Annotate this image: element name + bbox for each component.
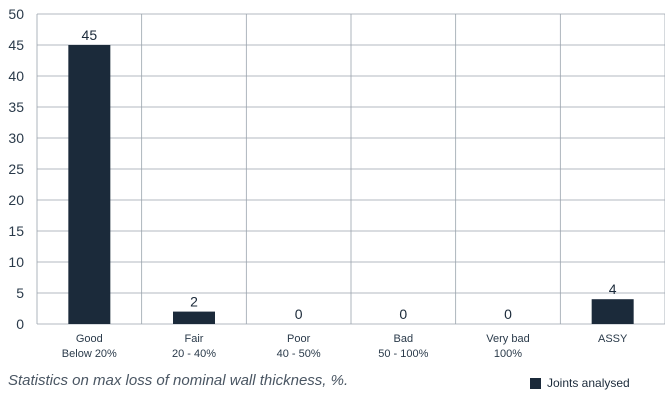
y-tick-label: 20 xyxy=(8,192,24,208)
x-tick-label: Good xyxy=(76,333,103,345)
bar xyxy=(591,299,634,324)
data-label: 0 xyxy=(295,306,303,322)
x-tick-label: 40 - 50% xyxy=(277,348,321,360)
y-tick-label: 50 xyxy=(8,6,24,22)
y-tick-label: 35 xyxy=(8,99,24,115)
y-tick-label: 0 xyxy=(16,316,24,332)
y-tick-label: 15 xyxy=(8,223,24,239)
x-axis-labels: Good Below 20% Fair 20 - 40% Poor 40 - 50% Bad… xyxy=(62,333,628,360)
x-tick-label: 20 - 40% xyxy=(172,348,216,360)
data-label: 4 xyxy=(609,281,617,297)
y-tick-label: 10 xyxy=(8,254,24,270)
legend-swatch xyxy=(530,377,541,389)
y-tick-label: 25 xyxy=(8,161,24,177)
x-tick-label: ASSY xyxy=(598,333,628,345)
x-tick-label: Below 20% xyxy=(62,348,117,360)
y-axis-ticks: 0 5 10 15 20 25 30 35 40 45 50 xyxy=(8,6,24,332)
legend: Joints analysed xyxy=(530,376,630,390)
bar xyxy=(68,45,111,324)
x-tick-label: Fair xyxy=(185,333,204,345)
bar xyxy=(173,311,215,324)
bars: 45 2 0 0 0 4 xyxy=(68,27,634,324)
data-label: 0 xyxy=(504,306,512,322)
chart-caption: Statistics on max loss of nominal wall t… xyxy=(8,372,349,389)
x-tick-label: 50 - 100% xyxy=(378,348,428,360)
x-tick-label: Very bad xyxy=(486,333,529,345)
y-tick-label: 40 xyxy=(8,68,24,84)
data-label: 2 xyxy=(190,294,198,310)
legend-label: Joints analysed xyxy=(547,376,630,390)
gridlines xyxy=(36,13,665,325)
data-label: 45 xyxy=(82,27,98,43)
y-tick-label: 45 xyxy=(8,37,24,53)
data-label: 0 xyxy=(399,306,407,322)
y-tick-label: 5 xyxy=(16,285,24,301)
x-tick-label: 100% xyxy=(494,348,522,360)
x-tick-label: Bad xyxy=(394,333,414,345)
x-tick-label: Poor xyxy=(287,333,311,345)
y-tick-label: 30 xyxy=(8,130,24,146)
